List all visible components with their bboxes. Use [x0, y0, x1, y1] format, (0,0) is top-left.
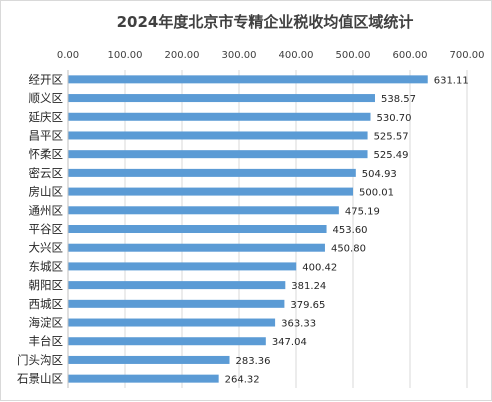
category-label: 经开区	[29, 72, 64, 86]
bar-17	[68, 374, 219, 383]
x-tick-label: 400.00	[279, 50, 314, 61]
data-label: 538.57	[381, 94, 416, 105]
data-label: 379.65	[290, 300, 325, 311]
data-label: 264.32	[225, 375, 260, 386]
category-label: 海淀区	[29, 316, 64, 330]
category-labels: 经开区顺义区延庆区昌平区怀柔区密云区房山区通州区平谷区大兴区东城区朝阳区西城区海…	[17, 72, 63, 385]
category-label: 平谷区	[29, 222, 64, 236]
category-label: 东城区	[29, 259, 64, 273]
bar-12	[68, 281, 286, 290]
data-label: 631.11	[434, 75, 469, 86]
data-label: 400.42	[302, 262, 337, 273]
data-labels: 631.11 538.57 530.70 525.57 525.49 504.93 500.…	[225, 75, 469, 385]
category-label: 怀柔区	[29, 147, 64, 161]
x-tick-label: 600.00	[393, 50, 428, 61]
bar-3	[68, 112, 371, 121]
category-label: 通州区	[29, 203, 64, 217]
data-label: 283.36	[236, 356, 271, 367]
data-label: 504.93	[362, 169, 397, 180]
category-label: 丰台区	[29, 334, 64, 348]
category-label: 顺义区	[29, 91, 64, 105]
x-axis-ticks: 0.00 100.00 200.00 300.00 400.00 500.00 600.00…	[57, 50, 485, 61]
bar-4	[68, 131, 368, 140]
data-label: 450.80	[331, 244, 366, 255]
category-label: 延庆区	[29, 110, 64, 124]
category-label: 朝阳区	[29, 278, 64, 292]
category-label: 石景山区	[17, 372, 63, 386]
bar-7	[68, 187, 354, 196]
category-label: 密云区	[29, 166, 64, 180]
category-label: 西城区	[29, 297, 64, 311]
category-label: 大兴区	[29, 241, 64, 255]
x-tick-label: 100.00	[108, 50, 143, 61]
x-tick-label: 0.00	[57, 50, 79, 61]
bar-8	[68, 206, 339, 215]
bar-9	[68, 225, 327, 233]
bar-13	[68, 299, 285, 308]
data-label: 525.49	[374, 150, 409, 161]
data-label: 347.04	[272, 337, 307, 348]
bar-5	[68, 150, 368, 159]
x-tick-label: 700.00	[450, 50, 485, 61]
bar-11	[68, 262, 297, 271]
bar-1	[68, 75, 428, 84]
data-label: 530.70	[376, 113, 411, 124]
bar-2	[68, 94, 375, 103]
data-label: 381.24	[291, 281, 326, 292]
bar-6	[68, 168, 356, 177]
bars	[68, 75, 428, 383]
data-label: 500.01	[359, 188, 394, 199]
x-tick-label: 200.00	[165, 50, 200, 61]
data-label: 363.33	[281, 319, 316, 330]
category-label: 昌平区	[29, 128, 64, 142]
bar-15	[68, 337, 266, 346]
category-label: 门头沟区	[17, 353, 63, 367]
data-label: 525.57	[374, 131, 409, 142]
x-tick-label: 300.00	[222, 50, 257, 61]
data-label: 453.60	[333, 225, 368, 236]
bar-16	[68, 355, 230, 364]
chart-title: 2024年度北京市专精企业税收均值区域统计	[117, 13, 414, 31]
bar-14	[68, 318, 276, 327]
data-label: 475.19	[345, 206, 380, 217]
x-tick-label: 500.00	[336, 50, 371, 61]
category-label: 房山区	[29, 185, 64, 199]
bar-10	[68, 243, 325, 252]
